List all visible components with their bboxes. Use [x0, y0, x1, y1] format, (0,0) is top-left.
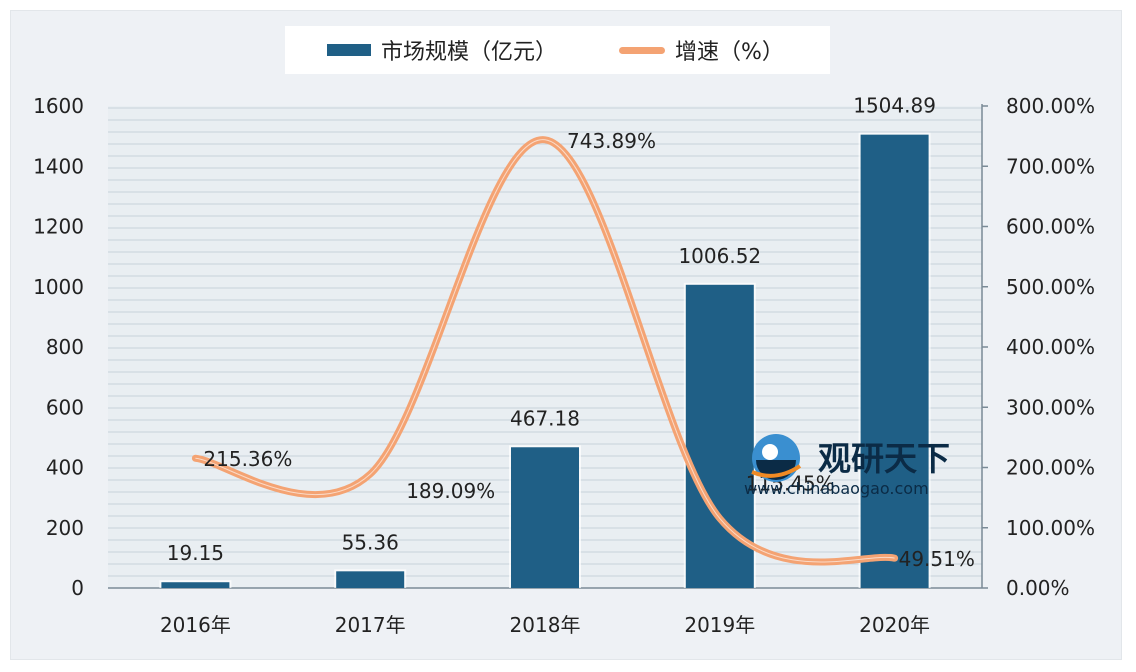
watermark: 观研天下 www.chinabaogao.com [744, 434, 950, 498]
watermark-logo-icon [751, 434, 802, 482]
y-left-tick-label: 0 [71, 576, 84, 600]
y-right-tick-label: 100.00% [1006, 516, 1095, 540]
y-right-tick-label: 600.00% [1006, 215, 1095, 239]
y-left-tick-label: 1400 [33, 154, 84, 178]
y-left-tick-label: 1000 [33, 275, 84, 299]
y-right-tick-label: 300.00% [1006, 395, 1095, 419]
growth-value-label: 743.89% [567, 129, 656, 153]
plot-area: 0 200 400 600 800 1000 1200 1400 1600 0.00% 100.00… [33, 94, 1095, 637]
x-category-label: 2020年 [859, 613, 930, 637]
bar-value-label: 1006.52 [678, 244, 761, 268]
watermark-url: www.chinabaogao.com [744, 479, 929, 498]
bar-market-size [860, 134, 929, 588]
legend-label-growth: 增速（%） [675, 40, 784, 65]
bar-value-label: 467.18 [510, 406, 580, 430]
legend-item-market-size: 市场规模（亿元） [327, 26, 557, 74]
y-right-tick-label: 0.00% [1006, 576, 1070, 600]
y-right-tick-label: 400.00% [1006, 335, 1095, 359]
growth-value-label: 189.09% [406, 479, 495, 503]
x-category-label: 2019年 [684, 613, 755, 637]
y-left-tick-label: 1200 [33, 215, 84, 239]
growth-value-label: 49.51% [899, 547, 975, 571]
legend-swatch-line [619, 46, 665, 54]
y-left-tick-label: 200 [46, 516, 84, 540]
x-category-label: 2016年 [160, 613, 231, 637]
bar-market-size [336, 571, 405, 588]
watermark-name: 观研天下 [818, 439, 950, 478]
legend-swatch-bar [327, 44, 371, 56]
y-right-tick-label: 700.00% [1006, 154, 1095, 178]
growth-line-highlight [195, 139, 895, 563]
growth-value-label: 215.36% [203, 447, 292, 471]
bar-market-size [161, 582, 230, 588]
y-right-tick-label: 500.00% [1006, 275, 1095, 299]
bar-value-label: 19.15 [167, 541, 224, 565]
bar-value-label: 1504.89 [853, 94, 936, 118]
x-category-label: 2017年 [335, 613, 406, 637]
y-right-tick-label: 200.00% [1006, 456, 1095, 480]
legend-label-market-size: 市场规模（亿元） [381, 40, 558, 65]
chart-legend: 市场规模（亿元） 增速（%） [285, 26, 830, 74]
y-left-tick-label: 600 [46, 395, 84, 419]
bar-market-size [511, 447, 579, 588]
y-left-tick-label: 1600 [33, 94, 84, 118]
bar-value-label: 55.36 [342, 530, 399, 554]
x-category-label: 2018年 [510, 613, 581, 637]
legend-item-growth: 增速（%） [619, 26, 784, 74]
y-left-tick-label: 400 [46, 456, 84, 480]
y-left-tick-label: 800 [46, 335, 84, 359]
y-right-tick-label: 800.00% [1006, 94, 1095, 118]
